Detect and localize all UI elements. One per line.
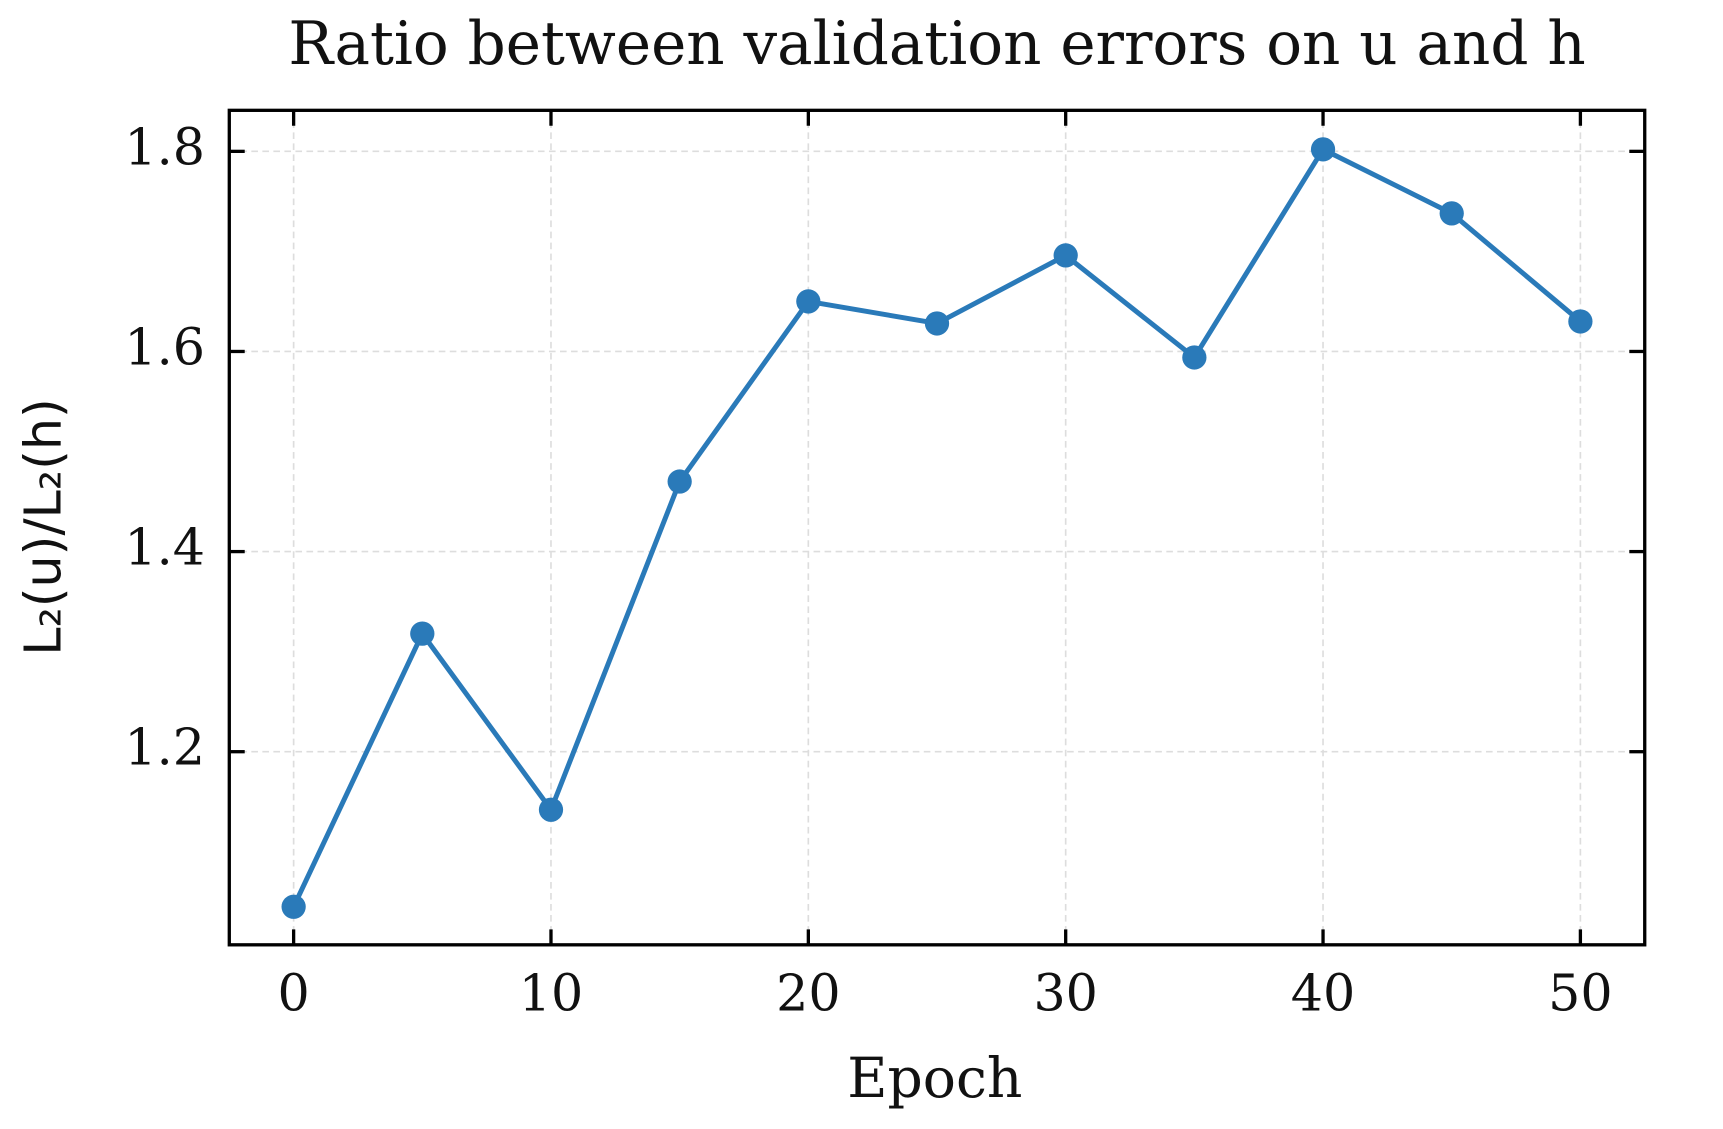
x-tick-label: 0	[278, 964, 310, 1023]
x-tick-label: 30	[1033, 964, 1098, 1023]
point	[924, 311, 950, 336]
x-tick-label: 50	[1548, 964, 1613, 1023]
point	[1182, 345, 1207, 370]
y-tick-label: 1.4	[124, 518, 205, 577]
point	[1053, 243, 1078, 268]
point	[1310, 137, 1336, 162]
point	[1439, 201, 1464, 226]
x-tick-label: 40	[1291, 964, 1356, 1023]
plot-frame	[227, 108, 1647, 947]
x-tick-label: 10	[519, 964, 584, 1023]
point	[1568, 309, 1593, 334]
point	[538, 797, 564, 822]
point	[796, 289, 821, 314]
chart-title: Ratio between validation errors on u and…	[288, 10, 1585, 79]
x-axis-label: Epoch	[847, 1046, 1022, 1110]
point	[410, 621, 435, 646]
y-tick-label: 1.6	[124, 317, 205, 376]
y-tick-label: 1.8	[124, 117, 205, 176]
point	[667, 469, 692, 494]
x-tick-label: 20	[776, 964, 841, 1023]
y-tick-label: 1.2	[124, 718, 205, 777]
point	[281, 894, 306, 919]
line	[291, 146, 1582, 908]
y-axis-label: L₂(u)/L₂(h)	[13, 398, 72, 656]
